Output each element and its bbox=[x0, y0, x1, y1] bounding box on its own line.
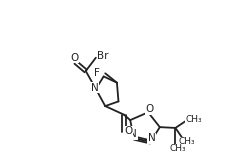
Text: N: N bbox=[91, 83, 98, 93]
Text: CH₃: CH₃ bbox=[178, 137, 194, 146]
Text: Br: Br bbox=[97, 51, 108, 61]
Text: O: O bbox=[145, 104, 153, 114]
Text: N: N bbox=[147, 133, 155, 143]
Text: O: O bbox=[124, 126, 132, 136]
Text: O: O bbox=[70, 53, 78, 63]
Text: F: F bbox=[94, 68, 100, 78]
Text: CH₃: CH₃ bbox=[184, 115, 201, 124]
Text: N: N bbox=[129, 129, 137, 139]
Text: CH₃: CH₃ bbox=[169, 144, 186, 154]
